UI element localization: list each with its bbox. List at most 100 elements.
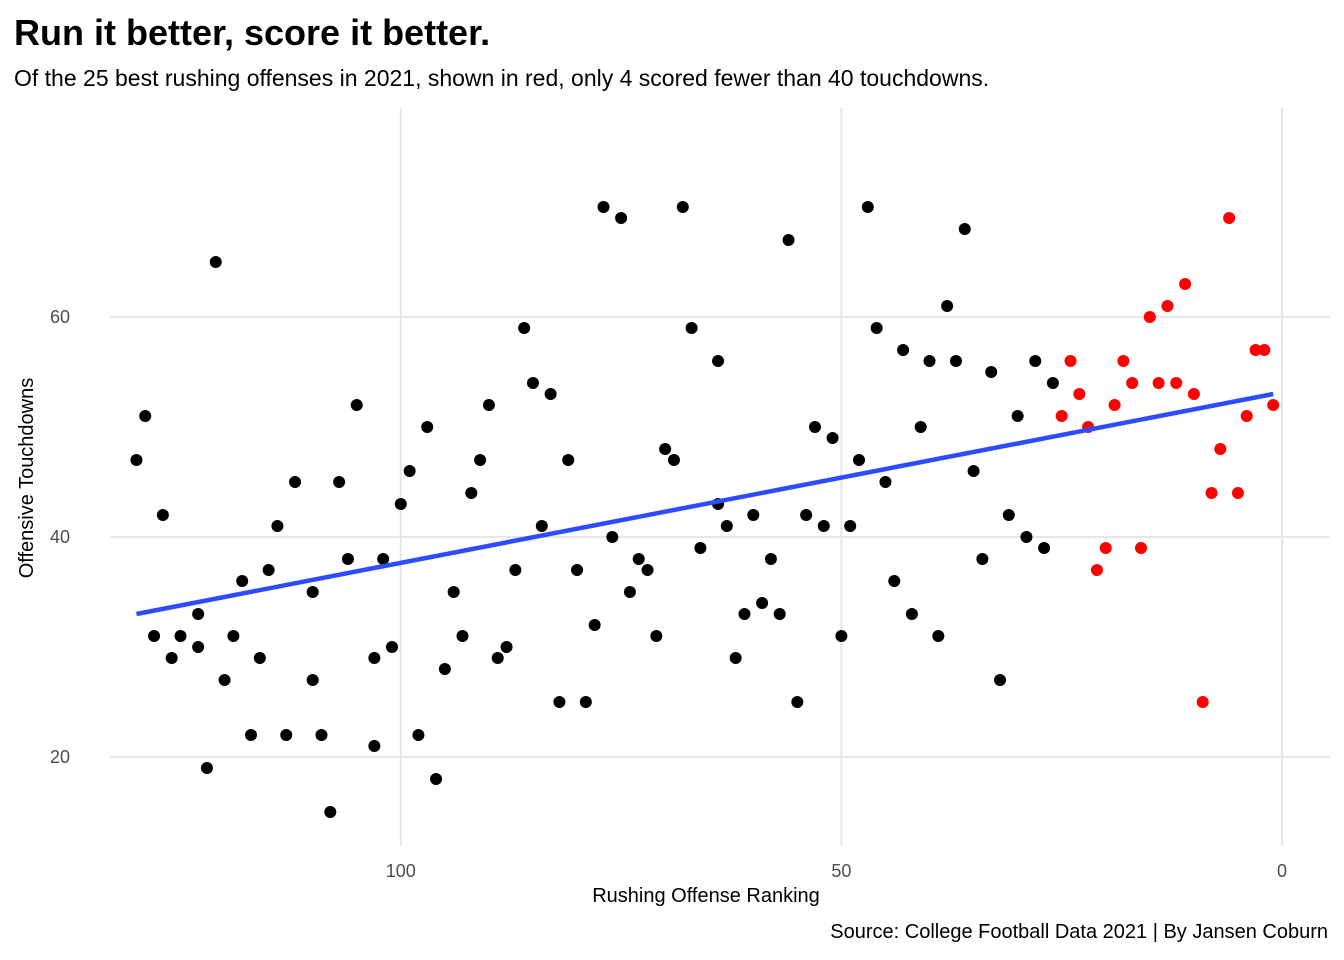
top25-data-point xyxy=(1196,696,1209,708)
data-point xyxy=(253,652,266,664)
data-point xyxy=(976,553,989,565)
top25-data-point xyxy=(1152,377,1165,389)
data-point xyxy=(764,553,777,565)
data-point xyxy=(209,256,222,268)
data-point xyxy=(306,674,319,686)
data-point xyxy=(482,399,495,411)
data-point xyxy=(139,410,152,422)
data-point xyxy=(1029,355,1042,367)
data-points xyxy=(130,201,1280,818)
x-tick-label: 0 xyxy=(1277,861,1287,881)
x-tick-label: 100 xyxy=(386,861,416,881)
chart-title: Run it better, score it better. xyxy=(14,12,491,53)
data-point xyxy=(685,322,698,334)
data-point xyxy=(350,399,363,411)
data-point xyxy=(562,454,575,466)
data-point xyxy=(544,388,557,400)
data-point xyxy=(853,454,866,466)
data-point xyxy=(430,773,443,785)
data-point xyxy=(712,355,725,367)
data-point xyxy=(579,696,592,708)
data-point xyxy=(659,443,672,455)
data-point xyxy=(509,564,522,576)
data-point xyxy=(914,421,927,433)
x-tick-label: 50 xyxy=(831,861,851,881)
top25-data-point xyxy=(1205,487,1218,499)
data-point xyxy=(280,729,293,741)
top25-data-point xyxy=(1231,487,1244,499)
data-point xyxy=(341,553,354,565)
data-point xyxy=(1038,542,1051,554)
data-point xyxy=(403,465,416,477)
data-point xyxy=(756,597,769,609)
data-point xyxy=(553,696,566,708)
data-point xyxy=(720,520,733,532)
data-point xyxy=(615,212,628,224)
data-point xyxy=(879,476,892,488)
data-point xyxy=(606,531,619,543)
data-point xyxy=(967,465,980,477)
data-point xyxy=(888,575,901,587)
data-point xyxy=(526,377,539,389)
data-point xyxy=(491,652,504,664)
data-point xyxy=(773,608,786,620)
data-point xyxy=(1002,509,1015,521)
data-point xyxy=(130,454,143,466)
data-point xyxy=(949,355,962,367)
data-point xyxy=(667,454,680,466)
data-point xyxy=(958,223,971,235)
y-axis-ticks: 20 40 60 xyxy=(50,307,70,767)
data-point xyxy=(623,586,636,598)
x-axis-title: Rushing Offense Ranking xyxy=(592,885,820,907)
trend-line xyxy=(136,391,1274,617)
data-point xyxy=(438,663,451,675)
top25-data-point xyxy=(1126,377,1139,389)
data-point xyxy=(641,564,654,576)
data-point xyxy=(474,454,487,466)
chart-caption: Source: College Football Data 2021 | By … xyxy=(830,921,1328,943)
top25-data-point xyxy=(1161,300,1174,312)
data-point xyxy=(324,806,337,818)
data-point xyxy=(156,509,169,521)
top25-data-point xyxy=(1090,564,1103,576)
data-point xyxy=(1020,531,1033,543)
data-point xyxy=(244,729,257,741)
data-point xyxy=(218,674,231,686)
data-point xyxy=(791,696,804,708)
data-point xyxy=(808,421,821,433)
data-point xyxy=(377,553,390,565)
data-point xyxy=(227,630,240,642)
data-point xyxy=(192,641,205,653)
top25-data-point xyxy=(1249,344,1262,356)
data-point xyxy=(923,355,936,367)
data-point xyxy=(421,421,434,433)
data-point xyxy=(932,630,945,642)
data-point xyxy=(694,542,707,554)
data-point xyxy=(200,762,213,774)
data-point xyxy=(747,509,760,521)
data-point xyxy=(1011,410,1024,422)
data-point xyxy=(632,553,645,565)
data-point xyxy=(905,608,918,620)
data-point xyxy=(412,729,425,741)
data-point xyxy=(447,586,460,598)
data-point xyxy=(306,586,319,598)
trend-line-group xyxy=(136,391,1274,617)
data-point xyxy=(394,498,407,510)
top25-data-point xyxy=(1258,344,1271,356)
data-point xyxy=(835,630,848,642)
grid-lines xyxy=(110,108,1330,846)
data-point xyxy=(729,652,742,664)
x-axis-ticks: 100 50 0 xyxy=(386,861,1287,881)
y-tick-label: 20 xyxy=(50,747,70,767)
data-point xyxy=(870,322,883,334)
top25-data-point xyxy=(1143,311,1156,323)
data-point xyxy=(192,608,205,620)
data-point xyxy=(800,509,813,521)
data-point xyxy=(597,201,610,213)
top25-data-point xyxy=(1267,399,1280,411)
data-point xyxy=(861,201,874,213)
y-tick-label: 40 xyxy=(50,527,70,547)
top25-data-point xyxy=(1223,212,1236,224)
